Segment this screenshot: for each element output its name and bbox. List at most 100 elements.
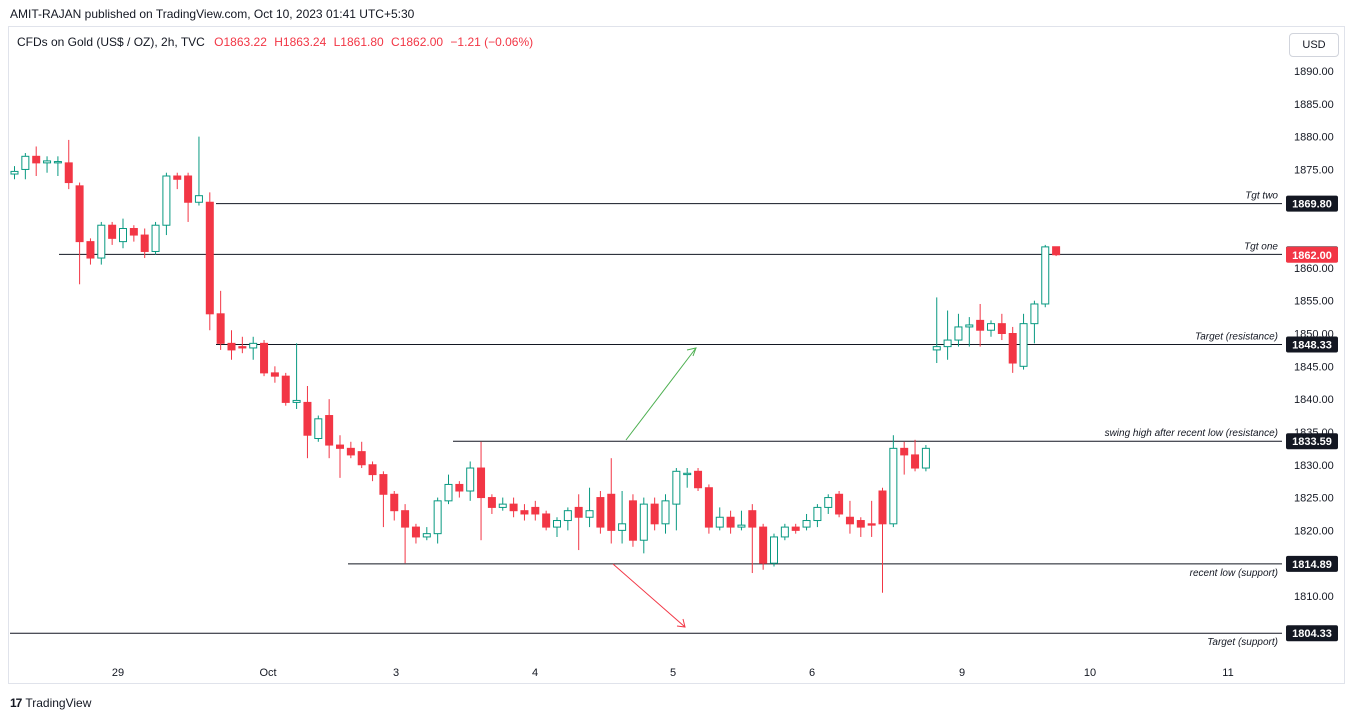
level-note: Target (support) <box>1207 637 1278 648</box>
candle-body <box>498 503 507 508</box>
candle-body <box>379 474 388 495</box>
candle-body <box>281 375 290 403</box>
candle-body <box>140 234 149 252</box>
candle-body <box>542 513 551 528</box>
candle-body <box>75 185 84 243</box>
candle-body <box>618 523 627 531</box>
candle-body <box>325 415 334 446</box>
down-arrow-line <box>612 563 686 628</box>
candle-body <box>10 170 19 175</box>
time-tick-label: 5 <box>670 667 676 679</box>
level-note: swing high after recent low (resistance) <box>1105 428 1278 439</box>
candle-body <box>661 500 670 525</box>
candle-body <box>997 323 1006 334</box>
candle-body <box>162 175 171 226</box>
candle-body <box>357 451 366 466</box>
candle-body <box>900 447 909 456</box>
candle-body <box>976 319 985 331</box>
price-tick-label: 1880.00 <box>1294 132 1334 144</box>
candle-body <box>715 516 724 528</box>
price-tag-label: 1833.59 <box>1292 436 1332 448</box>
candle-body <box>336 444 344 449</box>
candle-body <box>227 342 236 351</box>
price-tag <box>1286 433 1338 450</box>
price-tick-label: 1890.00 <box>1294 66 1334 78</box>
candle-body <box>889 447 898 525</box>
price-tag <box>1286 246 1338 263</box>
time-axis: 29 Oct 3 4 5 6 9 10 11 <box>112 667 1234 679</box>
time-tick-label: 4 <box>532 667 538 679</box>
time-tick-label: 29 <box>112 667 124 679</box>
candle-body <box>368 464 377 476</box>
candle-body <box>1030 303 1039 325</box>
level-note: Tgt two <box>1245 191 1278 202</box>
candle-body <box>43 160 52 164</box>
price-tags: 1869.801862.061848.331833.591814.891804.… <box>1286 195 1338 642</box>
candle-body <box>531 506 540 515</box>
candle-body <box>1008 333 1017 364</box>
candle-body <box>1041 246 1050 305</box>
price-tag <box>1286 625 1338 642</box>
candle-body <box>1052 246 1061 256</box>
candle-body <box>943 339 952 348</box>
candle-body <box>845 516 854 525</box>
candle-body <box>607 493 616 531</box>
candle-body <box>563 510 572 522</box>
candle-body <box>444 483 453 502</box>
candle-body <box>628 500 637 541</box>
time-tick-label: 10 <box>1084 667 1096 679</box>
candle-body <box>346 447 355 456</box>
candle-body <box>856 520 865 528</box>
candle-body <box>987 323 995 331</box>
candle-body <box>520 510 529 515</box>
level-note: Tgt one <box>1244 241 1278 252</box>
symbol-name[interactable]: CFDs on Gold (US$ / OZ), 2h, TVC <box>17 35 205 49</box>
ohlc-open: O1863.22 <box>214 35 267 49</box>
candle-body <box>737 524 746 528</box>
candle-body <box>238 346 247 349</box>
time-tick-label: 3 <box>393 667 399 679</box>
price-tag-label: 1862.00 <box>1292 250 1332 262</box>
candle-body <box>422 533 431 538</box>
candle-body <box>303 401 312 436</box>
candle-body <box>770 536 778 564</box>
price-tag-label: 1804.33 <box>1292 628 1332 640</box>
candle-body <box>878 490 887 525</box>
candle-body <box>954 326 963 341</box>
candle-body <box>965 324 974 328</box>
candle-body <box>173 175 182 180</box>
price-tag-label: 1869.80 <box>1292 199 1332 211</box>
candle-body <box>780 526 789 538</box>
tradingview-brand[interactable]: 17 TradingView <box>10 696 91 710</box>
price-tick-label: 1860.00 <box>1294 263 1334 275</box>
level-note: Target (resistance) <box>1195 331 1278 342</box>
down-arrow-head <box>676 618 686 628</box>
candle-body <box>487 497 496 508</box>
candle-body <box>466 467 475 492</box>
candle-body <box>108 224 117 239</box>
price-tag <box>1286 555 1338 572</box>
up-arrow-line <box>625 347 697 441</box>
currency-button[interactable]: USD <box>1289 33 1339 57</box>
time-tick-label: 11 <box>1222 667 1233 679</box>
candle-body <box>596 497 605 528</box>
candle-body <box>921 447 930 469</box>
candle-body <box>726 516 735 528</box>
candle-body <box>553 520 561 528</box>
candle-body <box>574 506 583 518</box>
candle-body <box>585 510 594 518</box>
candle-body <box>1019 323 1028 367</box>
time-tick-label: Oct <box>259 667 276 679</box>
candle-body <box>791 526 800 531</box>
tradingview-logo-icon: 17 <box>10 696 22 710</box>
price-tick-label: 1885.00 <box>1294 99 1334 111</box>
candle-body <box>813 506 822 522</box>
candle-body <box>835 493 844 515</box>
candle-body <box>824 497 833 508</box>
candle-body <box>694 470 703 489</box>
price-tick-label: 1875.00 <box>1294 164 1334 176</box>
candle-body <box>911 454 920 469</box>
candle-body <box>759 526 768 564</box>
candle-body <box>292 399 301 403</box>
